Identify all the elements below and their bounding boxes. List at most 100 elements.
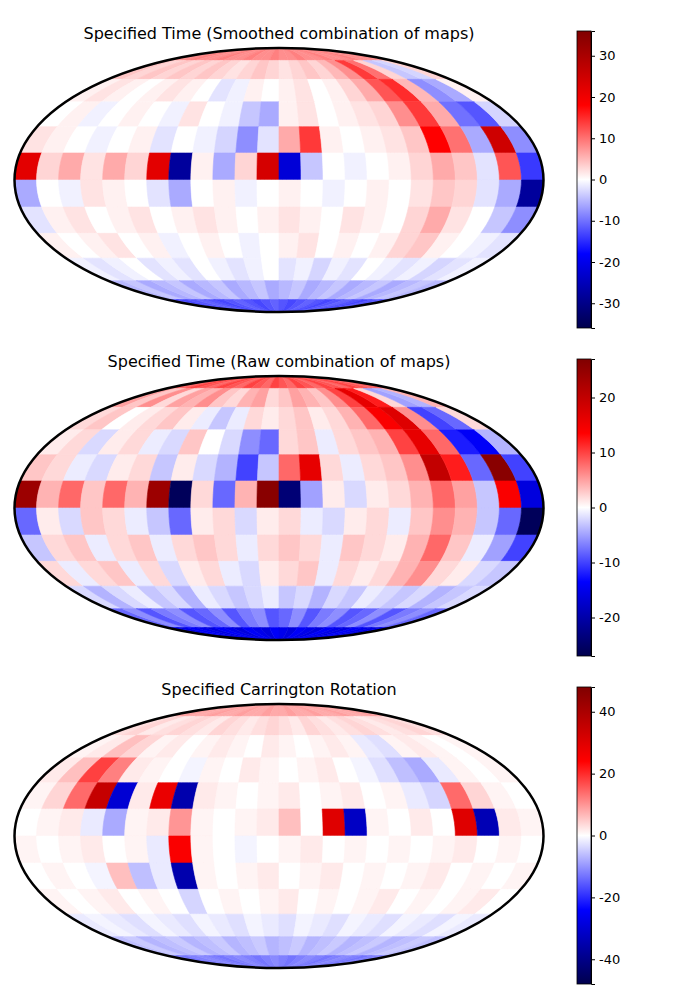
cell <box>260 48 279 60</box>
cell <box>214 863 238 889</box>
cell <box>169 481 193 508</box>
colorbar-tick-mark <box>591 897 595 898</box>
cell <box>235 836 258 863</box>
cell <box>103 836 128 863</box>
cell <box>103 809 128 836</box>
cell <box>261 586 279 608</box>
cell <box>365 180 389 207</box>
colorbar-tick: 0 <box>591 172 607 187</box>
cell <box>301 508 324 535</box>
cell <box>235 809 258 836</box>
cell <box>436 79 492 101</box>
cell <box>259 889 279 914</box>
cell <box>365 836 389 863</box>
colorbar-tick: -20 <box>591 610 620 625</box>
cell <box>214 783 238 809</box>
cell <box>473 836 499 863</box>
cell <box>125 180 150 207</box>
colorbar-tick: -20 <box>591 255 620 270</box>
colorbar-axis-line <box>592 32 596 329</box>
cell <box>299 783 322 809</box>
cell <box>365 153 389 180</box>
cell <box>279 481 301 508</box>
cell <box>344 153 367 180</box>
cell <box>265 388 279 407</box>
cell <box>322 508 345 535</box>
cell <box>279 783 301 809</box>
cell <box>270 48 279 60</box>
cell <box>236 455 259 481</box>
cell <box>236 207 259 233</box>
cell <box>265 937 279 956</box>
colorbar-tick-mark <box>591 836 595 837</box>
cell <box>430 180 455 207</box>
map-outline <box>15 704 544 968</box>
cell <box>301 180 324 207</box>
colorbar-tick: -10 <box>591 213 620 228</box>
cell <box>125 836 150 863</box>
cell <box>261 258 279 280</box>
cell <box>301 481 324 508</box>
cell <box>261 735 279 757</box>
cell <box>191 180 214 207</box>
colorbar-axis: -30-20-100102030 <box>591 32 620 329</box>
cell <box>260 704 279 716</box>
cell <box>213 809 236 836</box>
colorbar-tick-label: -40 <box>599 952 620 967</box>
colorbar-tick-label: 0 <box>599 500 607 515</box>
cell <box>251 300 279 312</box>
cell <box>147 836 171 863</box>
cell <box>279 180 301 207</box>
colorbar-tick-mark <box>591 262 595 263</box>
colorbar-tick-mark <box>591 563 595 564</box>
cell <box>169 153 193 180</box>
cell <box>322 836 345 863</box>
cell <box>213 508 236 535</box>
cell <box>322 153 345 180</box>
colorbar-tick-mark <box>591 221 595 222</box>
cell <box>299 535 322 561</box>
colorbar-tick-label: -30 <box>599 296 620 311</box>
cell <box>265 281 279 300</box>
cell <box>387 481 411 508</box>
cell <box>344 836 367 863</box>
cell <box>214 455 238 481</box>
cell <box>301 153 324 180</box>
cell <box>261 79 279 101</box>
cell <box>235 508 258 535</box>
cell <box>125 809 150 836</box>
cell <box>473 508 499 535</box>
cell <box>436 914 492 936</box>
cell <box>259 102 279 127</box>
cell <box>270 300 279 312</box>
cell <box>257 207 279 233</box>
cell <box>436 407 492 429</box>
cell <box>473 809 499 836</box>
cell <box>430 481 455 508</box>
cell <box>452 508 478 535</box>
cell <box>270 956 279 968</box>
cell <box>279 508 301 535</box>
cell <box>279 863 301 889</box>
cell <box>257 836 279 863</box>
cell <box>257 455 279 481</box>
colorbar-tick-mark <box>591 508 595 509</box>
colorbar-tick-mark <box>591 453 595 454</box>
cell <box>169 508 193 535</box>
colorbar-tick: -40 <box>591 952 620 967</box>
cell <box>279 233 299 258</box>
cell <box>279 889 299 914</box>
cell <box>236 535 259 561</box>
colorbar-tick-mark <box>591 97 595 98</box>
cell <box>322 481 345 508</box>
colorbar-tick-label: 0 <box>599 172 607 187</box>
cell <box>147 153 171 180</box>
cell <box>408 836 433 863</box>
cell <box>270 628 279 640</box>
cell <box>169 180 193 207</box>
colorbar-tick: 10 <box>591 131 616 146</box>
cell <box>270 704 279 716</box>
cell <box>387 508 411 535</box>
cell <box>265 609 279 628</box>
cell <box>235 153 258 180</box>
